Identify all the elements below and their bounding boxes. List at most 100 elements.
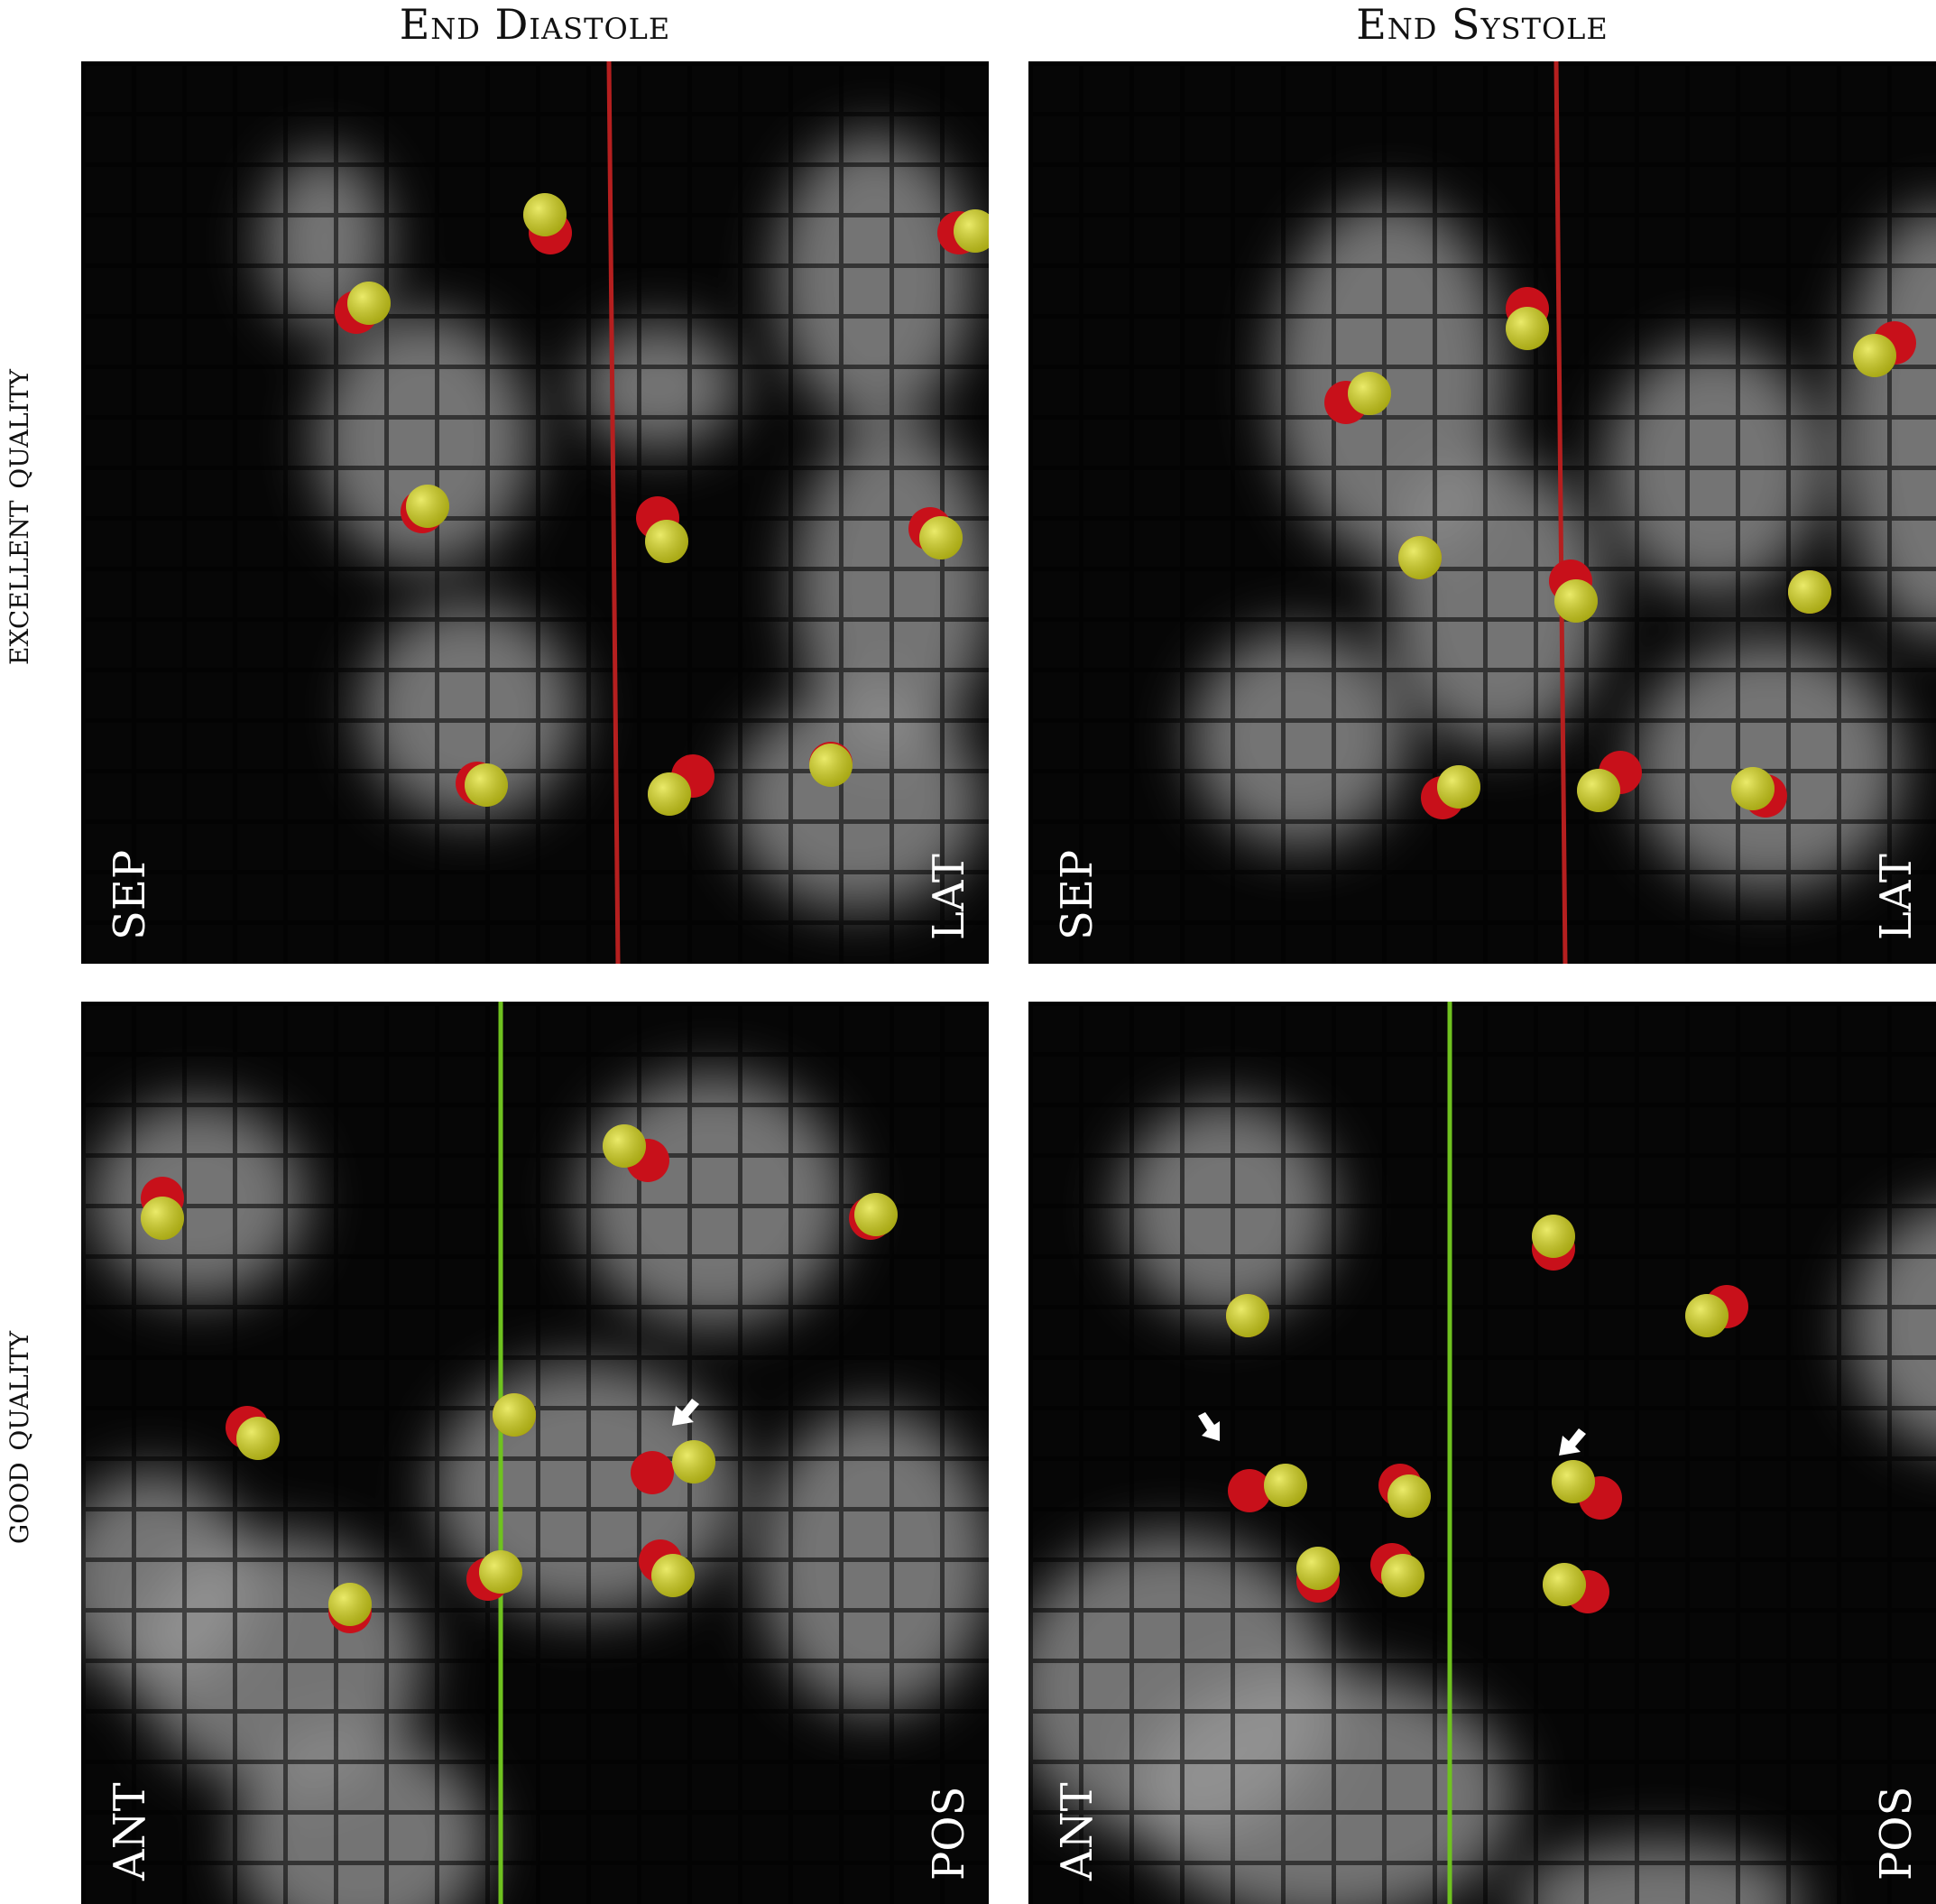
label-right: POS — [924, 1786, 974, 1881]
marker-shading — [1348, 372, 1391, 415]
marker-shading — [854, 1193, 898, 1236]
red-marker — [631, 1451, 674, 1494]
marker-pair — [456, 762, 508, 807]
marker-pair — [141, 1177, 184, 1240]
marker-shading — [406, 485, 449, 528]
arrow-icon — [672, 1399, 699, 1426]
marker-pair — [1731, 767, 1787, 818]
marker-pair — [466, 1550, 522, 1601]
ultrasound-image — [1028, 61, 1936, 964]
marker-pair — [226, 1406, 280, 1460]
marker-pair — [1421, 765, 1480, 819]
marker-shading — [1543, 1563, 1586, 1606]
marker-shading — [1398, 536, 1442, 579]
marker-pair — [328, 1583, 372, 1633]
marker-pair — [1228, 1464, 1307, 1512]
marker-pair — [1549, 559, 1598, 623]
marker-pair — [401, 485, 449, 533]
marker-shading — [141, 1197, 184, 1240]
panel-good-end-systole: ANT POS — [1028, 1002, 1936, 1904]
grid-artifact — [81, 1002, 989, 1904]
marker-shading — [328, 1583, 372, 1626]
marker-pair — [1685, 1285, 1748, 1337]
marker-shading — [1788, 570, 1831, 614]
grid-artifact — [1028, 1002, 1936, 1904]
column-title-end-systole: End Systole — [1356, 0, 1609, 49]
arrow-icon — [1559, 1428, 1586, 1456]
marker-pair — [335, 282, 391, 334]
marker-pair — [937, 209, 989, 254]
marker-shading — [1387, 1474, 1431, 1518]
marker-pair — [1788, 570, 1831, 614]
marker-shading — [954, 209, 989, 253]
marker-pair — [849, 1193, 898, 1240]
marker-shading — [479, 1550, 522, 1594]
marker-shading — [603, 1124, 646, 1168]
panel-excellent-end-systole: SEP LAT — [1028, 61, 1936, 964]
marker-shading — [809, 744, 853, 787]
label-right: LAT — [924, 854, 974, 940]
panel-excellent-end-diastole: SEP LAT — [81, 61, 989, 964]
marker-pair — [648, 754, 714, 816]
marker-shading — [347, 282, 391, 325]
row-title-good-quality: good quality — [0, 1330, 37, 1545]
marker-pair — [1543, 1563, 1609, 1613]
marker-shading — [523, 193, 567, 236]
marker-pair — [1532, 1215, 1575, 1271]
axis-line — [1553, 61, 1568, 964]
marker-pair — [1378, 1464, 1431, 1518]
marker-pair — [1226, 1294, 1269, 1337]
marker-shading — [645, 520, 688, 563]
arrow-icon — [1198, 1412, 1220, 1441]
label-right: LAT — [1871, 854, 1922, 940]
label-left: ANT — [105, 1782, 155, 1881]
marker-shading — [1296, 1547, 1340, 1590]
marker-shading — [1506, 307, 1549, 350]
marker-shading — [648, 772, 691, 816]
axis-line — [606, 61, 621, 964]
marker-shading — [1381, 1554, 1424, 1597]
marker-pair — [636, 496, 688, 563]
marker-shading — [1264, 1464, 1307, 1507]
marker-shading — [919, 516, 963, 559]
marker-pair — [1506, 287, 1549, 350]
marker-pair — [1398, 536, 1442, 579]
marker-shading — [1853, 334, 1896, 377]
marker-shading — [1226, 1294, 1269, 1337]
marker-pair — [1324, 372, 1391, 424]
label-left: SEP — [1052, 849, 1102, 940]
marker-shading — [493, 1393, 536, 1437]
marker-shading — [1577, 769, 1620, 812]
marker-pair — [603, 1124, 669, 1182]
marker-shading — [236, 1417, 280, 1460]
marker-shading — [1731, 767, 1775, 810]
marker-pair — [1853, 321, 1916, 377]
marker-pair — [1370, 1543, 1424, 1597]
marker-shading — [651, 1554, 695, 1597]
marker-shading — [672, 1440, 715, 1483]
marker-shading — [1554, 579, 1598, 623]
column-title-end-diastole: End Diastole — [399, 0, 671, 49]
marker-pair — [908, 507, 963, 559]
marker-pair — [631, 1440, 715, 1494]
panel-good-end-diastole: ANT POS — [81, 1002, 989, 1904]
marker-pair — [523, 193, 572, 254]
marker-shading — [1532, 1215, 1575, 1258]
marker-pair — [493, 1393, 536, 1437]
ultrasound-image — [81, 1002, 989, 1904]
row-title-excellent-quality: excellent quality — [0, 369, 37, 665]
red-marker — [1228, 1469, 1271, 1512]
marker-shading — [465, 763, 508, 807]
marker-pair — [1577, 751, 1642, 812]
marker-pair — [1552, 1460, 1622, 1520]
marker-shading — [1437, 765, 1480, 809]
marker-shading — [1685, 1294, 1729, 1337]
marker-pair — [809, 742, 853, 787]
ultrasound-image — [1028, 1002, 1936, 1904]
marker-pair — [1296, 1547, 1340, 1603]
marker-pair — [639, 1539, 695, 1597]
label-left: ANT — [1052, 1782, 1102, 1881]
label-left: SEP — [105, 849, 155, 940]
ultrasound-image — [81, 61, 989, 964]
marker-shading — [1552, 1460, 1595, 1503]
